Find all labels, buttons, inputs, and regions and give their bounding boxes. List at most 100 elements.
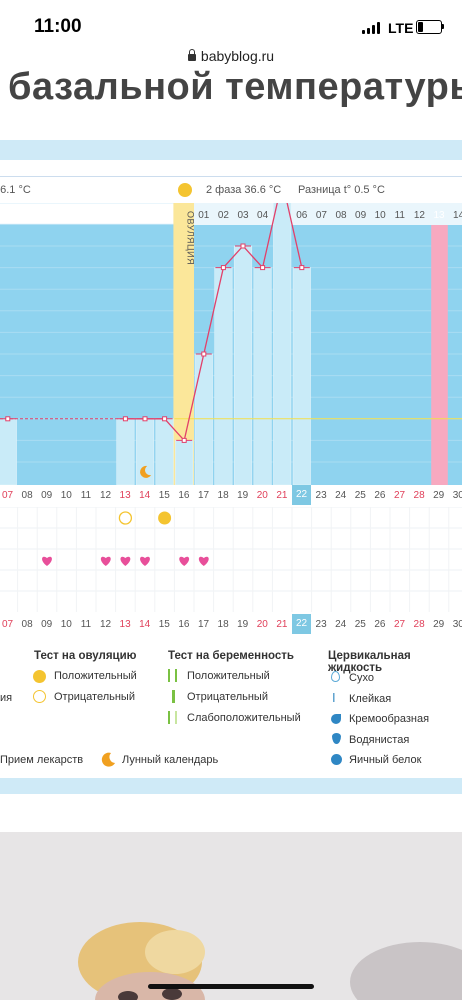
day-label[interactable]: 07	[1, 490, 14, 501]
day-label[interactable]: 11	[80, 619, 92, 630]
day-label[interactable]: 28	[413, 619, 425, 630]
day-label[interactable]: 29	[433, 619, 445, 630]
article-photo[interactable]	[0, 832, 462, 1000]
cycle-day-label: 01	[198, 210, 210, 221]
cycle-day-label: 14	[453, 210, 462, 221]
temperature-bar	[0, 418, 17, 485]
cycle-day-label: 09	[355, 210, 367, 221]
temperature-bar	[292, 267, 311, 485]
page-headline: базальной температуры	[8, 66, 462, 108]
day-label[interactable]: 19	[237, 619, 249, 630]
pink-day-band	[431, 203, 448, 485]
legend-cervical-watery: Водянистая	[349, 734, 410, 746]
temperature-bar	[273, 203, 292, 485]
day-label[interactable]: 07	[1, 619, 14, 630]
day-label[interactable]: 16	[178, 490, 190, 501]
temperature-point	[220, 265, 226, 271]
day-label[interactable]: 22	[292, 485, 311, 505]
status-time: 11:00	[34, 16, 82, 37]
cycle-day-label: 03	[237, 210, 249, 221]
legend-cervical-creamy: Кремообразная	[349, 713, 430, 725]
lock-icon	[187, 49, 196, 61]
day-label[interactable]: 10	[60, 619, 72, 630]
day-label[interactable]: 26	[374, 619, 386, 630]
pregnancy-negative-icon	[172, 690, 175, 703]
day-label[interactable]: 29	[433, 490, 445, 501]
heart-icon	[198, 556, 209, 566]
day-label[interactable]: 13	[119, 619, 131, 630]
phase-1-temp: 36.1 °C	[0, 184, 31, 196]
day-label[interactable]: 18	[217, 490, 229, 501]
day-label[interactable]: 26	[374, 490, 386, 501]
day-label[interactable]: 09	[41, 619, 53, 630]
day-label[interactable]: 15	[158, 490, 170, 501]
day-label[interactable]: 25	[354, 490, 366, 501]
battery-icon	[416, 20, 442, 34]
cervical-creamy-icon	[331, 714, 341, 724]
cervical-watery-icon	[332, 733, 341, 744]
day-label[interactable]: 25	[354, 619, 366, 630]
network-type: LTE	[388, 20, 414, 36]
temperature-bar	[214, 267, 233, 485]
heart-icon	[100, 556, 111, 566]
day-label[interactable]: 14	[139, 490, 151, 501]
temperature-point	[5, 416, 11, 422]
cycle-day-label: 02	[218, 210, 230, 221]
marks-area	[0, 507, 462, 612]
temp-difference: Разница t° 0.5 °C	[298, 184, 385, 196]
chart-top-band	[0, 140, 462, 160]
day-label[interactable]: 21	[276, 490, 288, 501]
temperature-point	[122, 416, 128, 422]
temperature-point	[181, 437, 187, 443]
day-label[interactable]: 30	[452, 490, 462, 501]
moon-mark-icon	[140, 465, 152, 478]
day-label[interactable]: 10	[60, 490, 72, 501]
home-indicator	[148, 984, 314, 989]
legend-ovulation-positive: Положительный	[54, 670, 137, 682]
day-label[interactable]: 22	[292, 614, 311, 634]
day-label[interactable]: 24	[335, 490, 347, 501]
status-bar: 11:00 LTE	[0, 0, 462, 44]
address-bar[interactable]: babyblog.ru	[0, 48, 462, 70]
day-label[interactable]: 23	[315, 490, 327, 501]
temperature-bar	[253, 267, 272, 485]
url-domain: babyblog.ru	[200, 48, 275, 64]
day-label[interactable]: 12	[99, 619, 112, 630]
photo-image	[0, 832, 462, 1000]
day-label[interactable]: 24	[335, 619, 347, 630]
day-label[interactable]: 18	[217, 619, 229, 630]
day-label[interactable]: 11	[80, 490, 92, 501]
day-label[interactable]: 08	[21, 490, 33, 501]
cycle-day-label: 04	[257, 210, 269, 221]
day-label[interactable]: 16	[178, 619, 190, 630]
legend-cut-text: ия	[0, 692, 13, 704]
day-label[interactable]: 08	[21, 619, 33, 630]
day-label[interactable]: 28	[413, 490, 425, 501]
pregnancy-positive-icon	[168, 669, 177, 682]
temperature-plot[interactable]: 0102030405060708091011121314ОВУЛЯЦИЯ	[0, 203, 462, 485]
ovulation-negative-icon	[33, 690, 46, 703]
legend-pregnancy-negative: Отрицательный	[187, 691, 268, 703]
day-label[interactable]: 13	[119, 490, 131, 501]
day-label[interactable]: 09	[41, 490, 53, 501]
day-label[interactable]: 19	[237, 490, 249, 501]
day-label[interactable]: 23	[315, 619, 327, 630]
day-label[interactable]: 20	[256, 619, 268, 630]
day-label[interactable]: 14	[139, 619, 151, 630]
day-label[interactable]: 20	[256, 490, 268, 501]
cycle-day-label: 13	[433, 210, 445, 221]
cycle-day-label: 06	[296, 210, 308, 221]
cycle-day-label: 08	[335, 210, 347, 221]
day-label[interactable]: 17	[197, 490, 210, 501]
day-label[interactable]: 27	[393, 490, 406, 501]
day-label[interactable]: 30	[452, 619, 462, 630]
moon-icon	[101, 752, 115, 767]
day-label[interactable]: 17	[197, 619, 210, 630]
chart-legend: ия Тест на овуляцию Положительный Отрица…	[0, 640, 462, 778]
day-label[interactable]: 15	[158, 619, 170, 630]
day-label[interactable]: 21	[276, 619, 288, 630]
day-label[interactable]: 12	[99, 490, 112, 501]
day-label[interactable]: 27	[393, 619, 406, 630]
heart-icon	[42, 556, 52, 566]
heart-icon	[140, 556, 150, 566]
